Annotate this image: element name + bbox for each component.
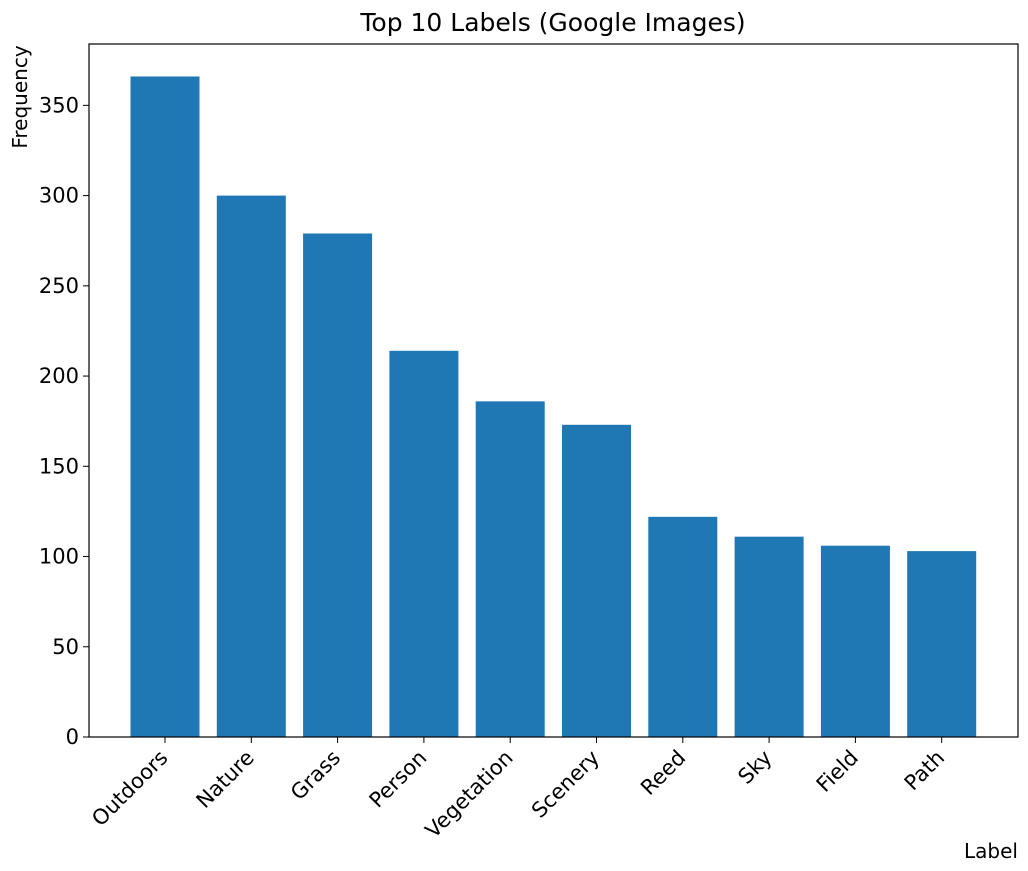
x-tick-label-path: Path [900,746,950,796]
bar-path [907,551,977,737]
bar-sky [734,536,804,737]
y-tick-label-250: 250 [39,274,79,298]
x-tick-label-reed: Reed [636,746,690,800]
bar-person [389,350,459,737]
y-tick-label-0: 0 [66,725,79,749]
plot-frame [88,43,1019,738]
y-tick-label-300: 300 [39,184,79,208]
x-tick-label-field: Field [812,746,863,797]
bar-grass [303,233,373,737]
x-tick-label-scenery: Scenery [527,746,604,823]
bar-vegetation [475,401,545,737]
x-tick-label-outdoors: Outdoors [87,746,172,831]
bar-field [820,545,890,737]
x-tick-label-grass: Grass [286,746,345,805]
x-tick-label-person: Person [365,746,432,813]
chart-title: Top 10 Labels (Google Images) [359,8,745,37]
y-tick-label-350: 350 [39,93,79,117]
y-tick-label-150: 150 [39,454,79,478]
bar-reed [648,516,718,737]
y-axis-label: Frequency [8,45,32,148]
x-tick-label-vegetation: Vegetation [421,746,518,843]
bar-scenery [562,424,631,737]
bar-outdoors [130,76,200,737]
y-tick-label-50: 50 [52,635,79,659]
x-tick-label-nature: Nature [192,746,259,813]
bar-nature [216,195,286,737]
y-tick-label-200: 200 [39,364,79,388]
y-tick-label-100: 100 [39,545,79,569]
x-axis-label: Label [964,839,1018,863]
x-tick-label-sky: Sky [733,746,776,789]
